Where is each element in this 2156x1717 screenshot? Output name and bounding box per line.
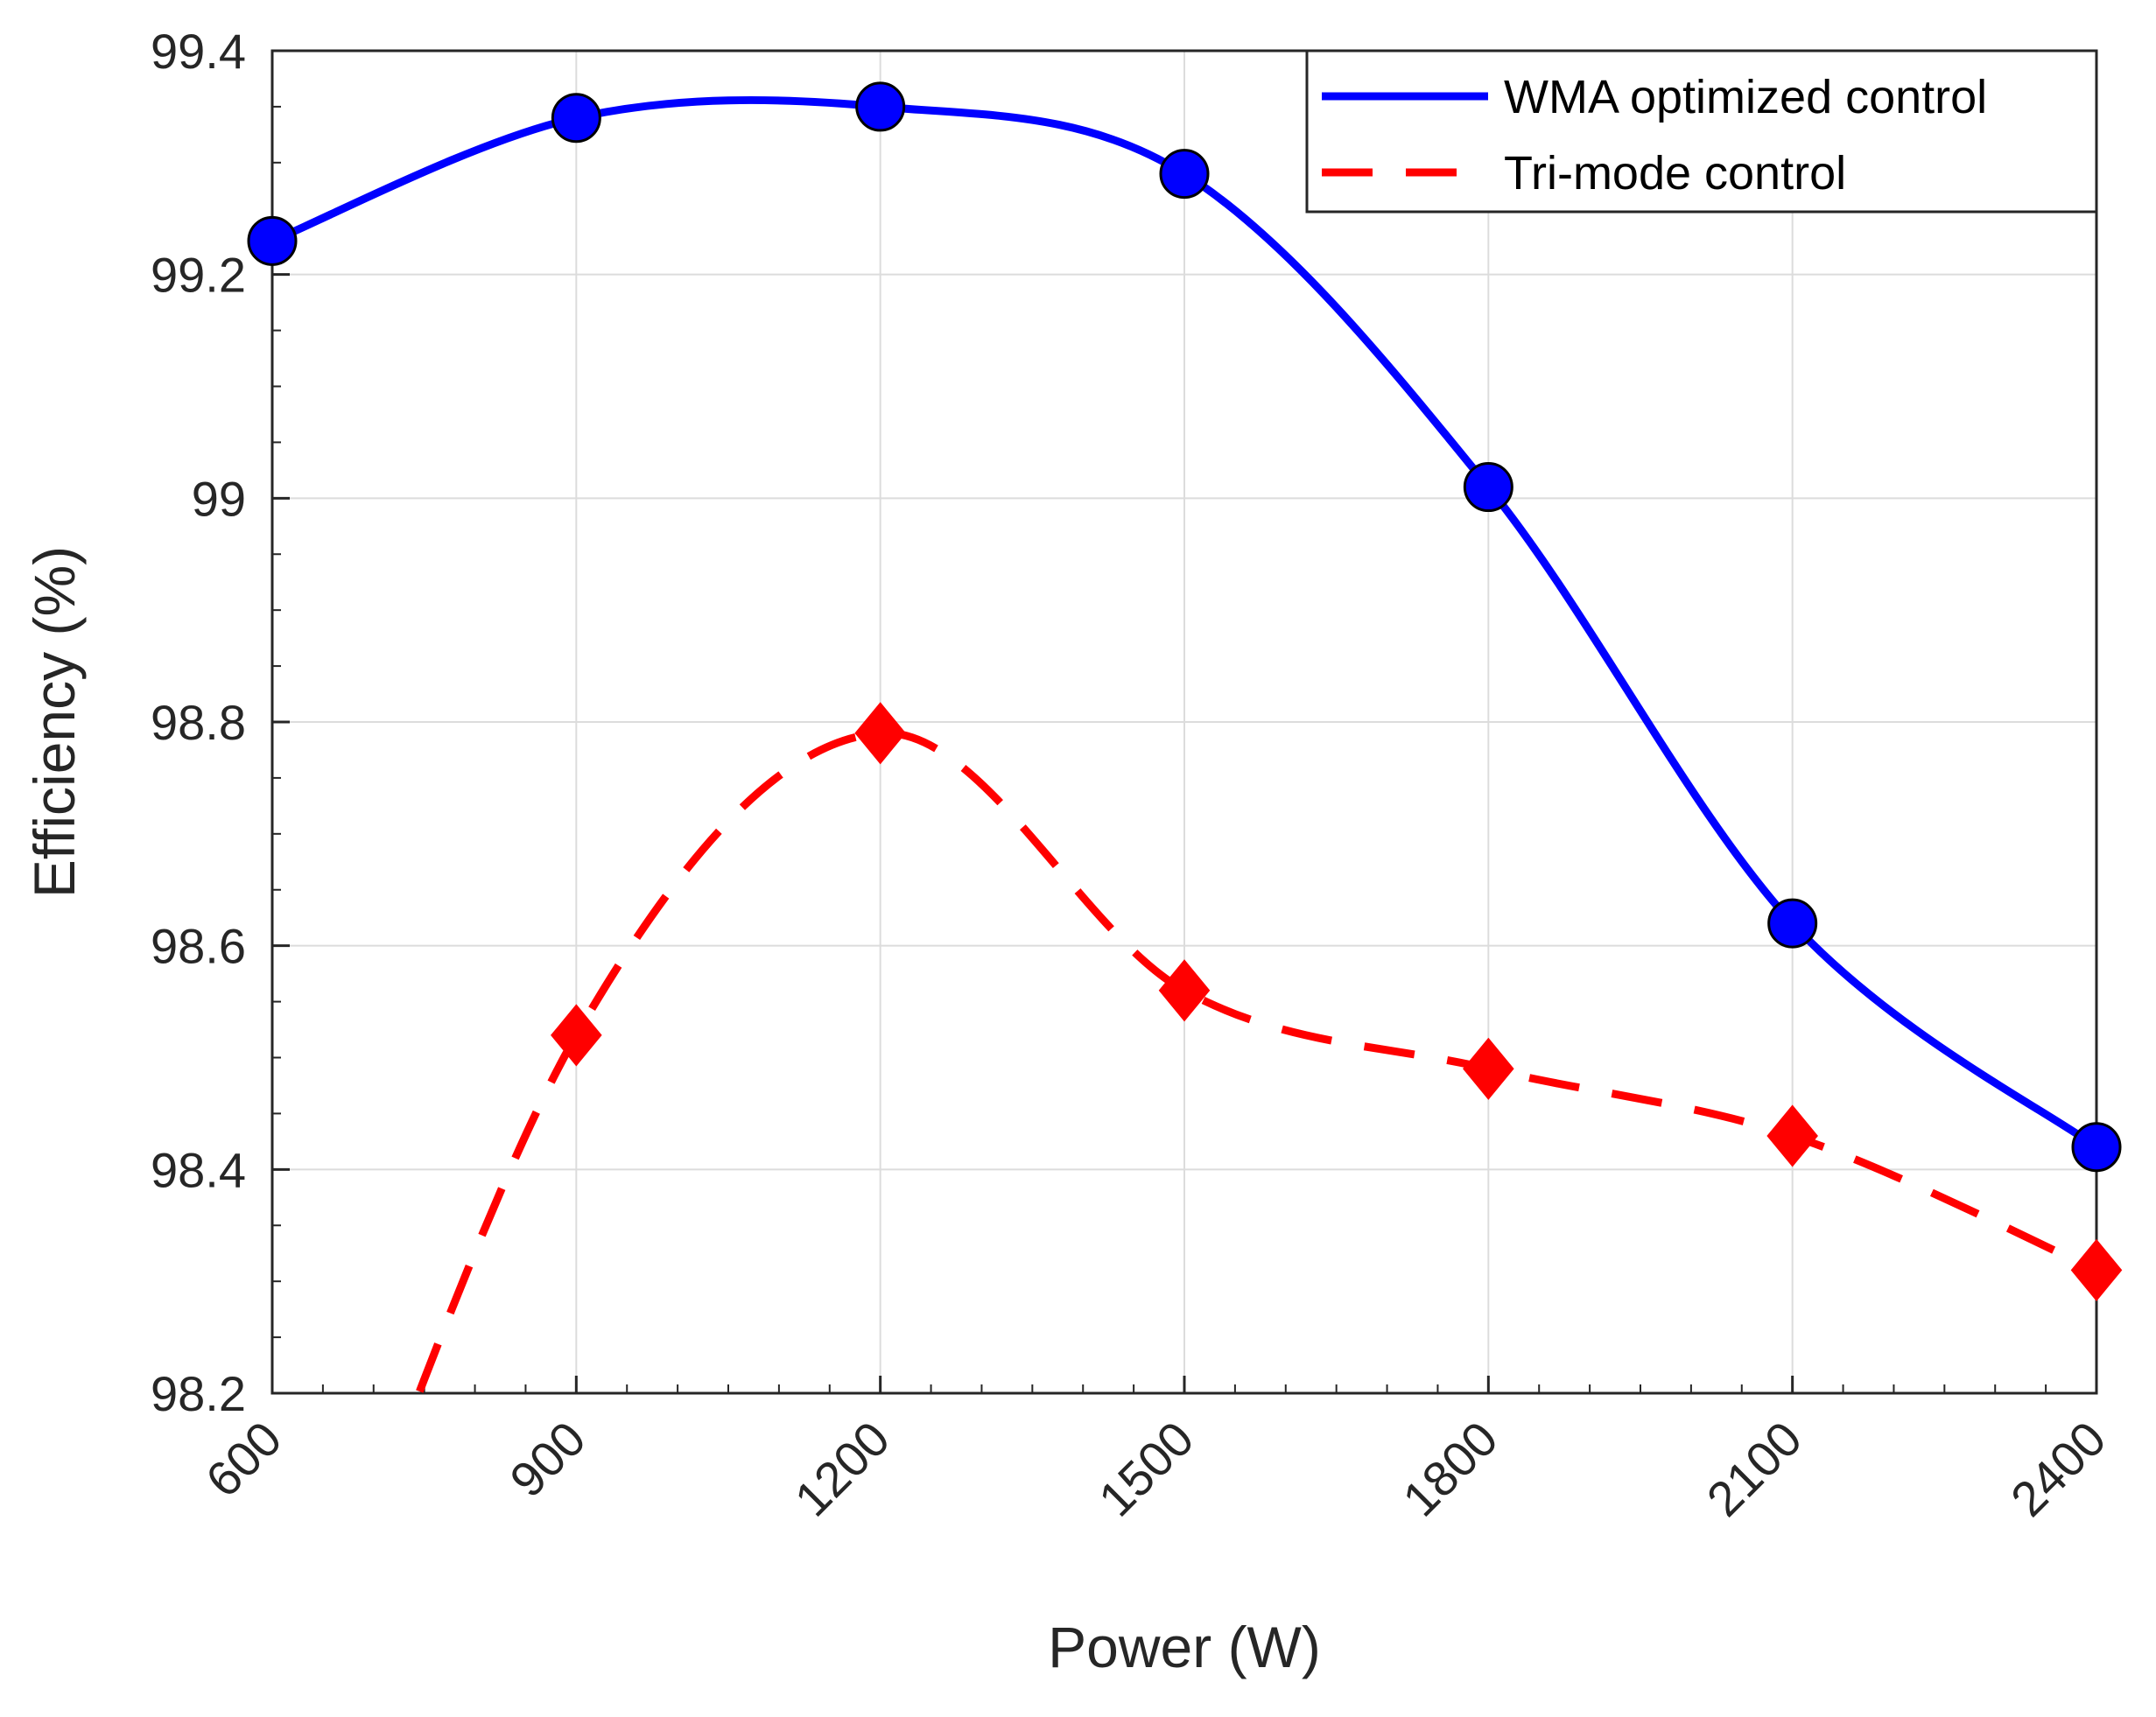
x-tick-label: 600 bbox=[195, 1411, 292, 1508]
data-point-wma bbox=[1463, 462, 1513, 513]
y-tick-label: 99.2 bbox=[151, 248, 246, 303]
x-tick-label: 2400 bbox=[2000, 1411, 2117, 1527]
data-point-wma bbox=[2071, 1122, 2122, 1173]
data-point-wma bbox=[247, 215, 298, 266]
data-point-tri-mode bbox=[854, 702, 906, 765]
data-point-tri-mode bbox=[1463, 1037, 1514, 1100]
data-point-tri-mode bbox=[1158, 959, 1211, 1022]
series-line-tri-mode bbox=[414, 729, 2096, 1393]
y-tick-label: 98.2 bbox=[151, 1366, 246, 1421]
x-tick-label: 2100 bbox=[1696, 1411, 1813, 1527]
data-point-wma bbox=[551, 93, 601, 144]
data-point-tri-mode bbox=[1766, 1104, 1818, 1167]
y-tick-label: 98.8 bbox=[151, 695, 246, 750]
y-tick-label: 99 bbox=[192, 471, 246, 526]
x-tick-label: 1500 bbox=[1088, 1411, 1204, 1527]
data-point-tri-mode bbox=[2070, 1238, 2123, 1301]
x-tick-label: 900 bbox=[499, 1411, 596, 1508]
x-axis-title: Power (W) bbox=[1048, 1615, 1321, 1679]
data-point-wma bbox=[1767, 898, 1818, 949]
data-point-tri-mode bbox=[551, 1004, 602, 1067]
legend-label-wma: WMA optimized control bbox=[1504, 71, 1987, 123]
legend-label-tri-mode: Tri-mode control bbox=[1504, 147, 1846, 200]
x-tick-label: 1800 bbox=[1392, 1411, 1508, 1527]
legend: WMA optimized control Tri-mode control bbox=[1305, 49, 2098, 214]
x-tick-label: 1200 bbox=[784, 1411, 901, 1527]
data-point-wma bbox=[1159, 149, 1210, 200]
y-tick-label: 99.4 bbox=[151, 24, 246, 79]
y-tick-label: 98.4 bbox=[151, 1142, 246, 1197]
minor-ticks bbox=[270, 49, 2098, 1395]
data-point-wma bbox=[855, 81, 906, 132]
y-axis-title: Efficiency (%) bbox=[22, 546, 87, 898]
x-tick-labels: 600 900 1200 1500 1800 2100 2400 bbox=[195, 1411, 2117, 1527]
y-tick-labels: 98.2 98.4 98.6 98.8 99 99.2 99.4 bbox=[151, 24, 246, 1421]
marker-layer bbox=[247, 81, 2123, 1301]
y-tick-label: 98.6 bbox=[151, 919, 246, 974]
legend-box bbox=[1305, 49, 2098, 214]
